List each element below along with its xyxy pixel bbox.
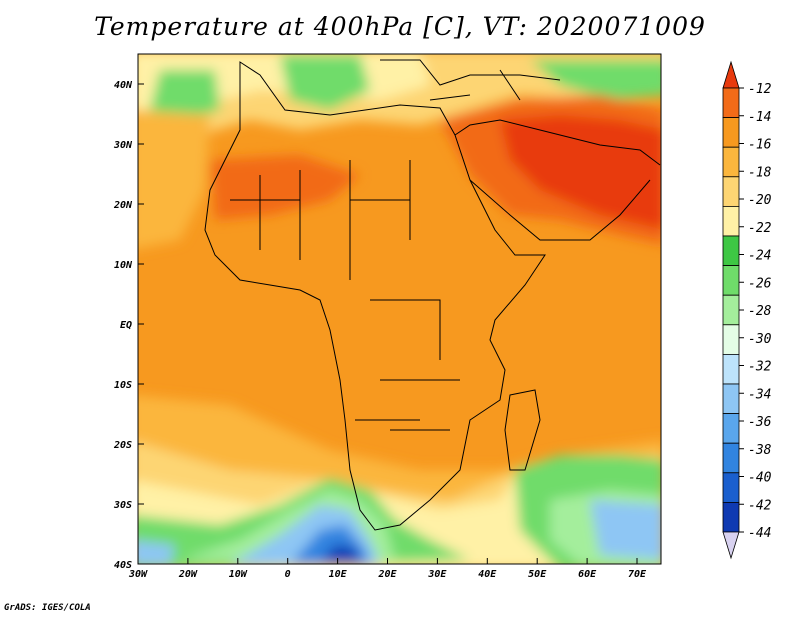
- colorbar-swatch: [722, 501, 740, 533]
- colorbar-label: -44: [748, 526, 771, 541]
- lat-tick-label: 40N: [114, 80, 133, 91]
- lat-tick-label: 30N: [113, 140, 133, 151]
- colorbar-swatch: [722, 413, 740, 444]
- colorbar-swatch: [722, 176, 740, 207]
- colorbar-label: -26: [748, 276, 772, 291]
- lat-tick-label: EQ: [120, 320, 132, 331]
- colorbar-bottom-arrow: [722, 531, 740, 560]
- colorbar-swatch: [722, 87, 740, 119]
- lon-tick-label: 10E: [329, 569, 348, 580]
- lat-tick-label: 30S: [113, 500, 132, 511]
- lon-tick-label: 70E: [628, 569, 647, 580]
- colorbar-label: -18: [748, 165, 772, 180]
- colorbar-label: -30: [748, 332, 772, 347]
- colorbar-swatch: [722, 383, 740, 415]
- colorbar-label: -42: [748, 498, 772, 513]
- colorbar-swatch: [722, 117, 740, 148]
- colorbar-swatch: [722, 235, 740, 267]
- grads-credit: GrADS: IGES/COLA: [4, 603, 91, 613]
- lon-tick-label: 20E: [377, 569, 397, 580]
- longitude-axis: 30W 20W 10W 0 10E 20E 30E 40E 50E 60E 70E: [128, 558, 647, 580]
- lon-tick-label: 40E: [478, 569, 497, 580]
- lat-tick-label: 40S: [114, 560, 132, 571]
- colorbar-label: -36: [748, 415, 772, 430]
- colorbar-label: -34: [748, 387, 771, 402]
- colorbar-swatch: [722, 353, 740, 385]
- colorbar-swatch: [722, 324, 740, 355]
- map-frame: [137, 53, 662, 565]
- colorbar-label: -22: [748, 221, 772, 236]
- lon-tick-label: 10W: [229, 569, 248, 580]
- colorbar-label: -20: [748, 193, 772, 208]
- colorbar-label: -14: [748, 110, 771, 125]
- lon-tick-label: 30W: [128, 569, 148, 580]
- lon-tick-label: 20W: [178, 569, 198, 580]
- lat-tick-label: 10N: [114, 260, 133, 271]
- colorbar-swatch: [722, 294, 740, 326]
- chart-title: Temperature at 400hPa [C], VT: 202007100…: [94, 12, 706, 41]
- lat-tick-label: 20N: [113, 200, 133, 211]
- colorbar-label: -16: [748, 138, 772, 153]
- lat-tick-label: 10S: [114, 380, 132, 391]
- colorbar-label: -38: [748, 443, 772, 458]
- lat-tick-label: 20S: [113, 440, 132, 451]
- colorbar: -12 -14 -16 -18 -20 -22 -24 -26 -28 -30 -32 -34 -36 -…: [722, 60, 772, 560]
- coastlines: [204, 59, 661, 531]
- colorbar-top-arrow: [722, 60, 740, 89]
- colorbar-label: -12: [748, 82, 772, 97]
- temperature-field: [138, 54, 661, 564]
- colorbar-swatch: [722, 472, 740, 503]
- latitude-axis: 40N 30N 20N 10N EQ 10S 20S 30S 40S: [113, 80, 144, 571]
- lon-tick-label: 60E: [578, 569, 597, 580]
- colorbar-label: -28: [748, 304, 772, 319]
- lon-tick-label: 0: [285, 569, 291, 580]
- colorbar-label: -24: [748, 249, 771, 264]
- lon-tick-label: 50E: [528, 569, 547, 580]
- colorbar-label: -40: [748, 471, 772, 486]
- colorbar-swatch: [722, 205, 740, 237]
- colorbar-label: -32: [748, 360, 772, 375]
- colorbar-swatch: [722, 265, 740, 296]
- lon-tick-label: 30E: [427, 569, 447, 580]
- colorbar-swatch: [722, 146, 740, 178]
- colorbar-swatch: [722, 442, 740, 474]
